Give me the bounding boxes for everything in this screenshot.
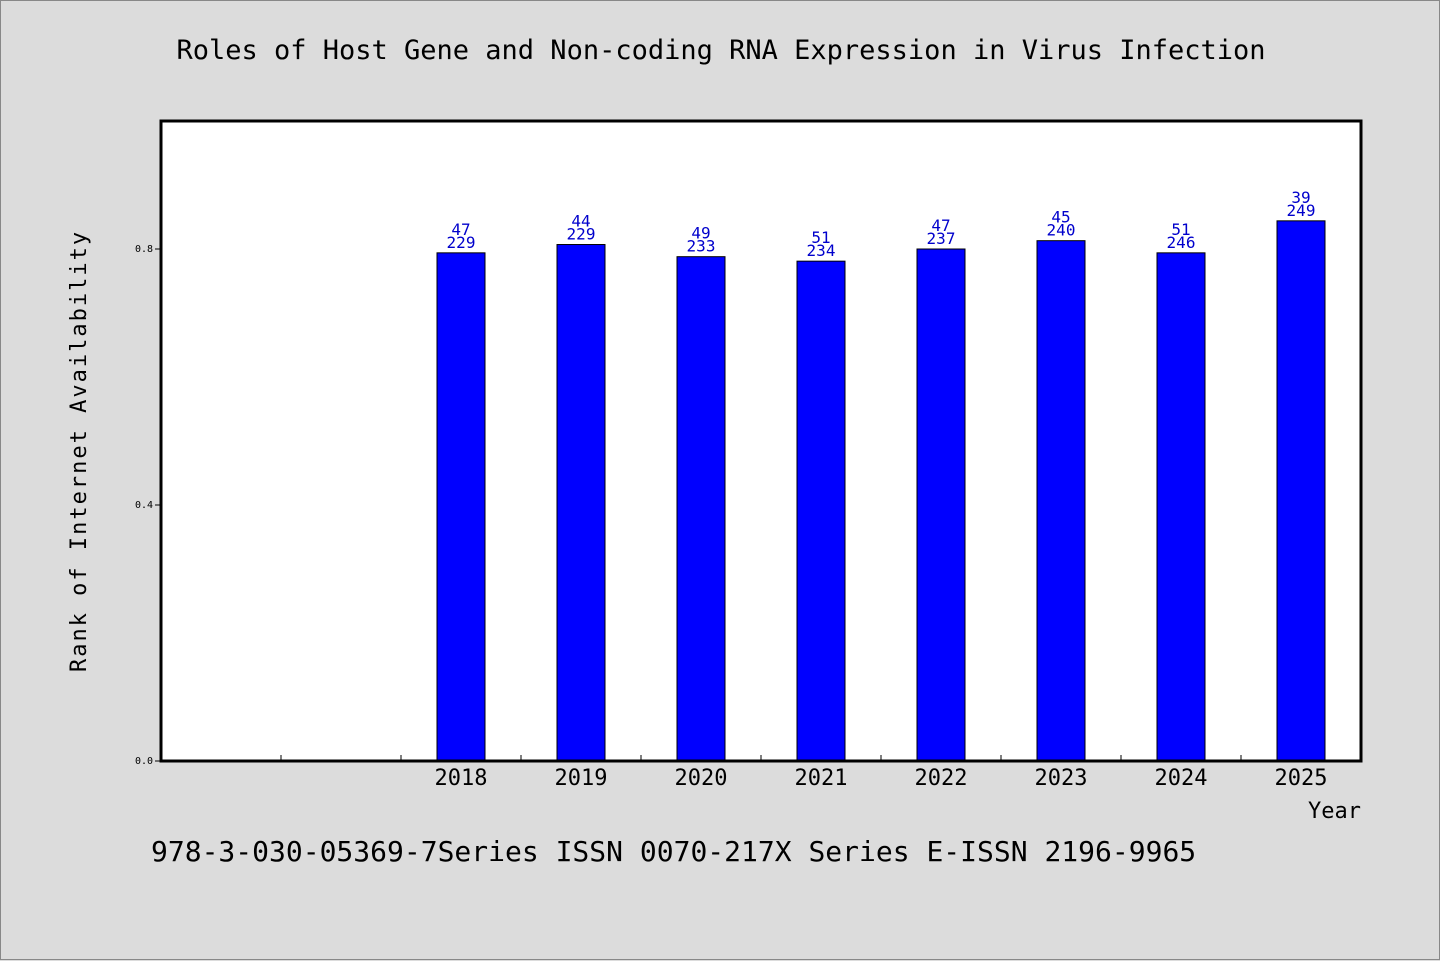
bar: [436, 252, 486, 762]
x-axis-label: Year: [1308, 799, 1361, 824]
x-tick-label: 2020: [675, 766, 728, 791]
y-tick-label: 0.8: [135, 244, 153, 255]
x-tick-label: 2021: [795, 766, 848, 791]
plot-border: [159, 119, 1363, 763]
bar-label-top: 47: [451, 220, 470, 239]
y-tick-label: 0.0: [135, 756, 153, 767]
bar-label-top: 45: [1051, 208, 1070, 227]
bar: [1156, 252, 1206, 762]
bar-label-bottom: 234: [807, 241, 836, 260]
y-axis-label: Rank of Internet Availability: [67, 230, 92, 672]
bar-label-top: 39: [1291, 188, 1310, 207]
bar: [556, 244, 606, 762]
chart-title: Roles of Host Gene and Non-coding RNA Ex…: [176, 35, 1266, 66]
bar-label-bottom: 240: [1047, 221, 1076, 240]
bar: [1276, 220, 1326, 762]
x-tick-label: 2023: [1035, 766, 1088, 791]
y-tick-label: 0.4: [135, 500, 153, 511]
bar: [676, 256, 726, 762]
bar-label-bottom: 229: [567, 225, 596, 244]
bar-label-top: 47: [931, 216, 950, 235]
bar-label-bottom: 229: [447, 233, 476, 252]
x-tick-label: 2024: [1155, 766, 1208, 791]
bar-label-bottom: 233: [687, 237, 716, 256]
x-tick-label: 2025: [1275, 766, 1328, 791]
bar-label-bottom: 237: [927, 229, 956, 248]
x-tick-label: 2022: [915, 766, 968, 791]
bar-label-top: 49: [691, 224, 710, 243]
bar-label-top: 51: [1171, 220, 1190, 239]
x-tick-label: 2018: [435, 766, 488, 791]
bar: [1036, 240, 1086, 762]
bar-label-top: 44: [571, 212, 590, 231]
footer-isbn-text: 978-3-030-05369-7Series ISSN 0070-217X S…: [151, 835, 1197, 868]
bar: [796, 260, 846, 762]
bar-label-bottom: 246: [1167, 233, 1196, 252]
bar-label-top: 51: [811, 228, 830, 247]
bar: [916, 248, 966, 762]
x-tick-label: 2019: [555, 766, 608, 791]
bar-label-bottom: 249: [1287, 201, 1316, 220]
